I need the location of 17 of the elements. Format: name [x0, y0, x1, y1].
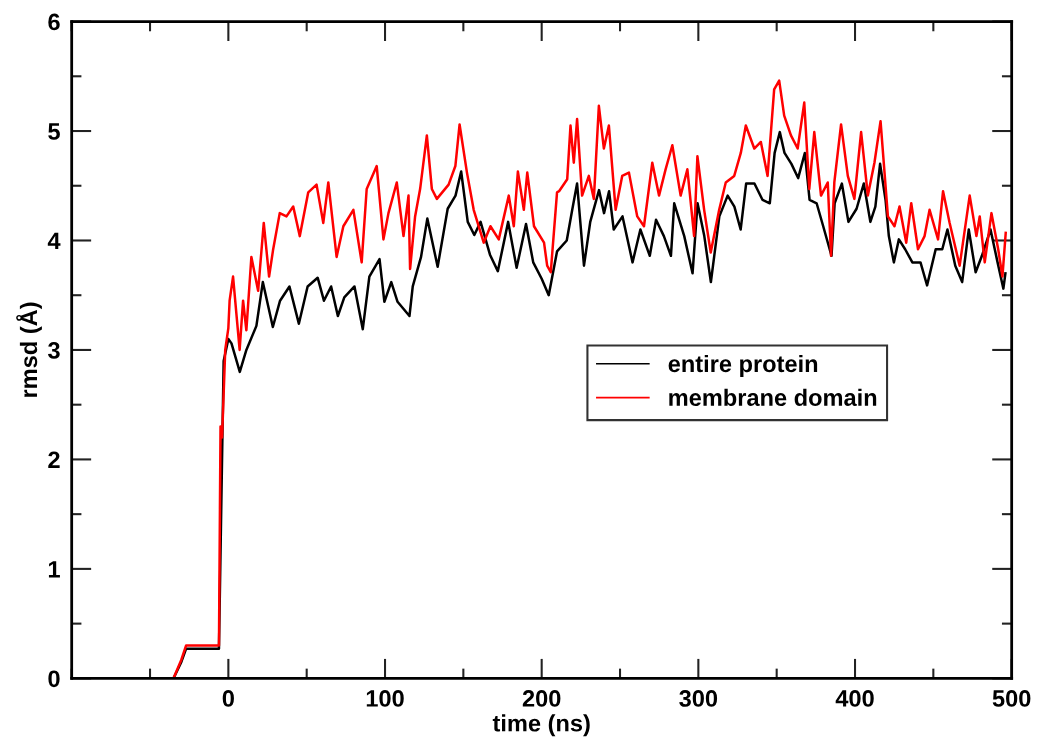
y-tick-label: 5 — [48, 123, 60, 140]
x-tick-label: 0 — [222, 690, 234, 707]
x-axis-title: time (ns) — [492, 714, 590, 737]
x-tick-label: 100 — [366, 690, 404, 707]
y-tick-label: 0 — [48, 670, 60, 688]
y-tick-label: 2 — [48, 451, 60, 468]
y-axis-title: rmsd (Å) — [16, 302, 42, 397]
x-tick-label: 300 — [679, 690, 718, 707]
y-tick-label: 6 — [48, 13, 60, 31]
y-tick-label: 4 — [47, 232, 61, 250]
x-tick-label: 500 — [992, 690, 1031, 707]
x-tick-label: 400 — [835, 690, 874, 707]
y-tick-label: 1 — [48, 561, 60, 578]
y-tick-label: 3 — [47, 342, 60, 359]
legend-label: entire protein — [668, 354, 818, 377]
x-tick-label: 200 — [522, 690, 561, 707]
legend-label: membrane domain — [669, 388, 877, 407]
